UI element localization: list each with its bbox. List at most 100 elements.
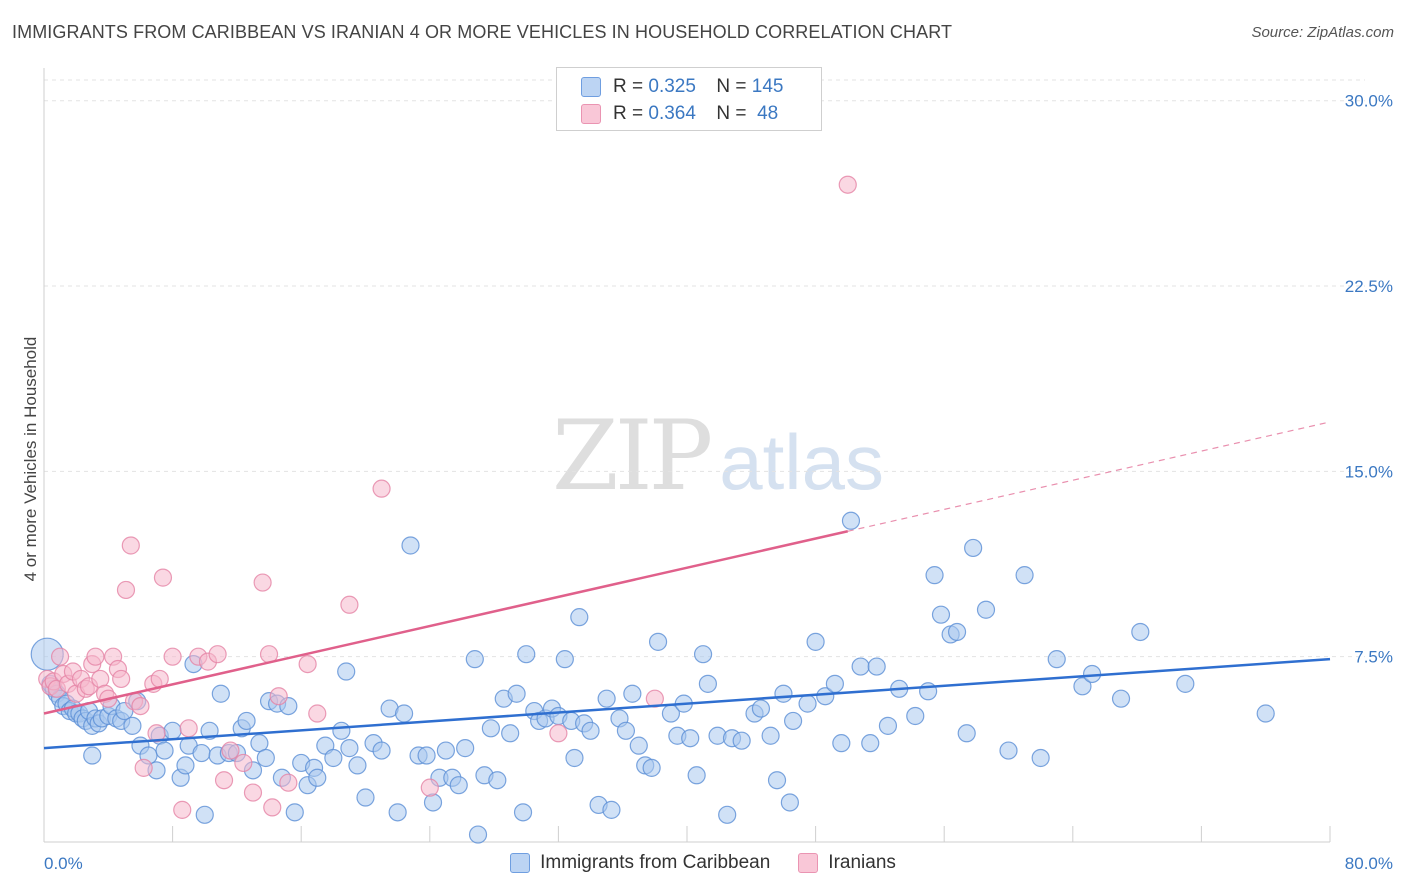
caribbean-point <box>417 746 436 765</box>
caribbean-point <box>83 746 102 765</box>
source-credit: Source: ZipAtlas.com <box>1251 24 1394 41</box>
caribbean-point <box>767 771 787 790</box>
legend-n-label: N = <box>716 103 747 124</box>
legend-n-value: 145 <box>751 76 784 97</box>
caribbean-point <box>780 793 799 812</box>
caribbean-point <box>388 803 407 822</box>
legend-n-label: N = <box>716 76 747 97</box>
caribbean-point <box>176 756 195 775</box>
caribbean-point <box>501 724 520 743</box>
iranians-point <box>234 753 253 773</box>
caribbean-point <box>332 721 351 740</box>
caribbean-point <box>783 711 803 731</box>
caribbean-point <box>798 694 817 713</box>
caribbean-point <box>1131 622 1150 642</box>
legend-r-label: R = <box>613 76 644 97</box>
caribbean-point <box>565 748 584 768</box>
iranians-point <box>420 778 439 797</box>
caribbean-point <box>1073 677 1092 696</box>
caribbean-point <box>816 687 835 706</box>
watermark: ZIP atlas <box>552 400 884 512</box>
caribbean-point <box>1176 674 1195 693</box>
legend-row-caribbean: R = 0.325 N = 145 <box>581 74 783 100</box>
iranians-point <box>134 758 153 777</box>
caribbean-point <box>825 674 844 693</box>
iranians-point <box>147 724 166 743</box>
legend-r-value: 0.325 <box>648 76 696 97</box>
caribbean-point <box>999 741 1018 760</box>
caribbean-point <box>211 684 230 703</box>
chart-title: IMMIGRANTS FROM CARIBBEAN VS IRANIAN 4 O… <box>12 22 953 42</box>
caribbean-point <box>851 657 870 676</box>
caribbean-point <box>947 622 967 642</box>
bottom-legend-caribbean: Immigrants from Caribbean <box>510 852 770 874</box>
caribbean-point <box>456 739 475 758</box>
iranians-point <box>86 647 105 666</box>
bottom-legend-iranians: Iranians <box>798 852 896 874</box>
iranians-point <box>243 783 263 802</box>
caribbean-point <box>774 684 793 703</box>
legend: R = 0.325 N = 145 R = 0.364 N = 48 <box>556 67 822 131</box>
grid-lines <box>44 79 1365 658</box>
watermark-zip: ZIP <box>552 400 713 512</box>
caribbean-point <box>394 704 414 723</box>
x-tick-label-start: 0.0% <box>44 854 83 873</box>
caribbean-point <box>401 536 420 555</box>
legend-row-iranians: R = 0.364 N = 48 <box>581 101 778 127</box>
legend-r-label: R = <box>613 103 644 124</box>
iranians-point <box>298 654 317 674</box>
caribbean-point <box>867 657 886 676</box>
x-tick-label-end: 80.0% <box>1345 854 1393 873</box>
caribbean-point <box>1031 748 1050 768</box>
iranians-point <box>116 580 136 600</box>
y-tick-label: 22.5% <box>1345 277 1393 296</box>
caribbean-point <box>555 650 574 669</box>
series-caribbean-points <box>30 511 1275 844</box>
caribbean-point <box>718 805 737 824</box>
caribbean-point <box>507 684 526 703</box>
legend-n-value: 48 <box>757 103 779 124</box>
caribbean-point <box>155 741 174 760</box>
caribbean-point <box>976 600 996 619</box>
iranians-point <box>645 689 664 708</box>
caribbean-point <box>957 724 976 743</box>
bottom-legend: Immigrants from Caribbean Iranians <box>0 852 1406 874</box>
caribbean-point <box>806 632 825 651</box>
iranians-point <box>221 741 240 760</box>
bottom-legend-swatch-caribbean <box>510 853 531 873</box>
caribbean-point <box>931 605 951 624</box>
legend-swatch-iranians <box>581 104 601 124</box>
caribbean-point <box>465 650 484 669</box>
caribbean-point <box>123 716 142 735</box>
caribbean-point <box>687 766 706 785</box>
series-iranians-points <box>38 175 857 819</box>
y-axis-title: 4 or more Vehicles in Household <box>21 337 40 582</box>
y-tick-label: 15.0% <box>1345 462 1393 481</box>
caribbean-point <box>964 538 983 558</box>
bottom-legend-label: Iranians <box>828 852 896 873</box>
bottom-legend-label: Immigrants from Caribbean <box>540 852 771 873</box>
caribbean-point <box>878 716 898 735</box>
caribbean-point <box>906 706 925 726</box>
y-tick-label: 7.5% <box>1354 648 1393 667</box>
caribbean-point <box>581 721 600 740</box>
iranians-point <box>340 595 359 614</box>
caribbean-point <box>163 721 182 740</box>
bottom-legend-swatch-iranians <box>798 853 819 873</box>
caribbean-point <box>681 729 700 748</box>
caribbean-point <box>597 689 616 708</box>
iranians-point <box>263 798 282 817</box>
iranians-point <box>253 573 272 592</box>
caribbean-point <box>348 756 367 775</box>
caribbean-point <box>449 776 468 795</box>
caribbean-point <box>324 748 343 768</box>
iranians-point <box>50 647 70 666</box>
iranians-point <box>121 536 140 555</box>
iranians-point <box>549 724 568 743</box>
caribbean-point <box>925 566 944 585</box>
trend-line-iranians-extension <box>847 421 1331 532</box>
caribbean-point <box>761 726 780 745</box>
caribbean-point <box>698 674 717 693</box>
iranians-point <box>163 647 182 666</box>
caribbean-point <box>237 711 256 731</box>
